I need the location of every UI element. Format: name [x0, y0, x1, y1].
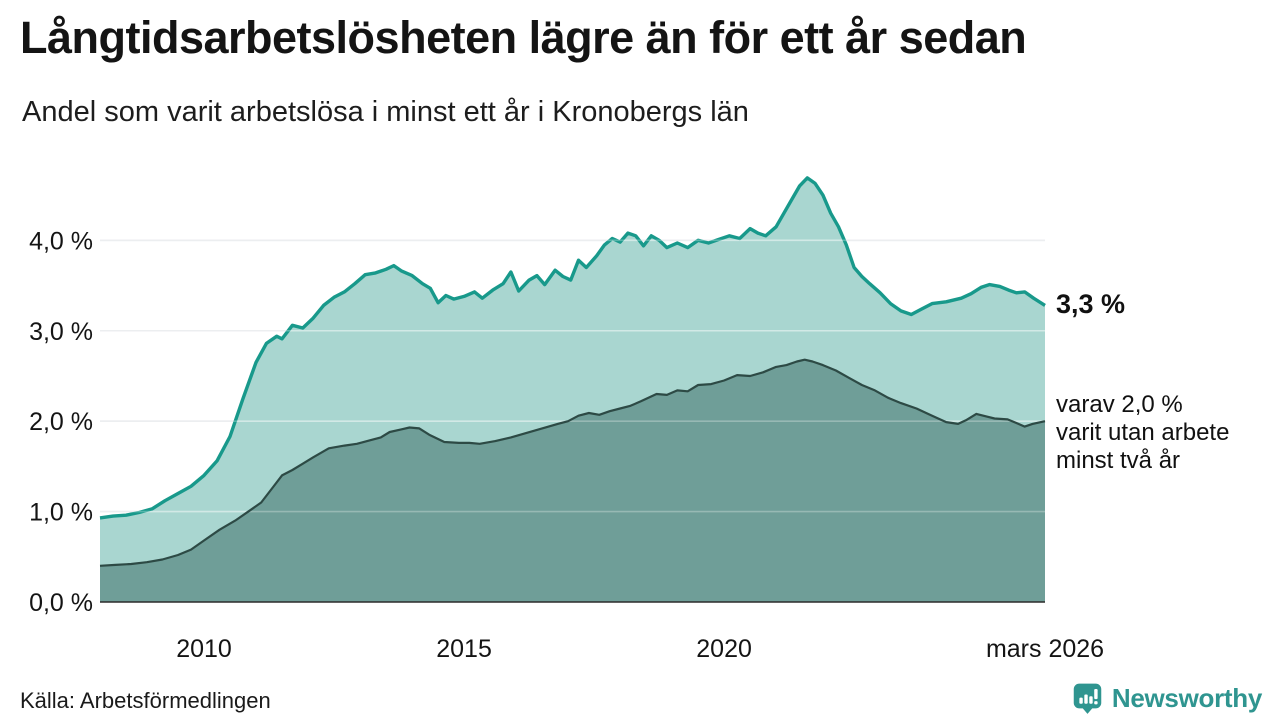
- series-1-line: [99, 176, 1046, 520]
- x-tick-label: 2010: [176, 635, 232, 663]
- newsworthy-logo: Newsworthy: [1072, 682, 1262, 715]
- page-title: Långtidsarbetslösheten lägre än för ett …: [20, 12, 1027, 63]
- y-tick-label: 0,0 %: [29, 589, 93, 617]
- series2-end-annotation: varav 2,0 % varit utan arbete minst två år: [1056, 391, 1229, 475]
- x-axis-labels: 2010 2015 2020 mars 2026: [176, 635, 1104, 663]
- series-2-line: [99, 358, 1046, 567]
- bar-chart-speech-bubble-icon: [1073, 683, 1102, 714]
- y-tick-label: 1,0 %: [29, 499, 93, 527]
- series-2-area: [100, 359, 1045, 602]
- chart-subtitle: Andel som varit arbetslösa i minst ett å…: [22, 96, 749, 128]
- x-tick-label: 2020: [696, 635, 752, 663]
- y-tick-label: 2,0 %: [29, 408, 93, 436]
- y-tick-label: 3,0 %: [29, 318, 93, 346]
- annotation-line: minst två år: [1056, 447, 1181, 475]
- annotation-line: varit utan arbete: [1056, 419, 1230, 447]
- y-tick-label: 4,0 %: [29, 227, 93, 255]
- y-axis-labels: 0,0 % 1,0 % 2,0 % 3,0 % 4,0 %: [29, 227, 93, 617]
- x-tick-label: mars 2026: [986, 635, 1104, 663]
- source-credit: Källa: Arbetsförmedlingen: [20, 688, 271, 713]
- x-tick-label: 2015: [436, 635, 492, 663]
- annotation-line: varav 2,0 %: [1056, 391, 1183, 418]
- series1-end-value-label: 3,3 %: [1056, 289, 1126, 319]
- brand-name: Newsworthy: [1111, 683, 1262, 713]
